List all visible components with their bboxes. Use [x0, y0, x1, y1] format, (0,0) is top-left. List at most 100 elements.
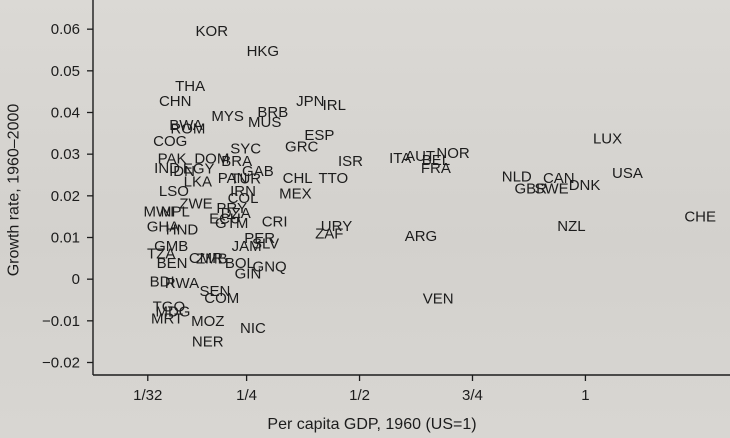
point-brb: BRB — [257, 104, 288, 121]
point-mus: MUS — [248, 114, 281, 131]
point-grc: GRC — [285, 139, 319, 156]
point-ury: URY — [321, 218, 352, 235]
point-dza: DZA — [221, 205, 251, 222]
point-mex: MEX — [279, 186, 312, 203]
y-axis-ticks: 0.06 0.05 0.04 0.03 0.02 0.01 0 −0.01 −0.02 — [42, 21, 93, 372]
point-ner: NER — [192, 334, 224, 351]
point-mwi: MWI — [144, 204, 175, 221]
point-tto: TTO — [318, 170, 348, 187]
point-usa: USA — [612, 165, 643, 182]
point-tha: THA — [175, 78, 205, 95]
point-bdi: BDI — [150, 274, 175, 291]
point-gbr: GBR — [515, 181, 548, 198]
point-mys: MYS — [211, 108, 244, 125]
y-tick-label: 0.04 — [51, 105, 80, 122]
point-irn: IRN — [230, 183, 256, 200]
point-sen: SEN — [200, 283, 231, 300]
y-tick-label: −0.02 — [42, 355, 80, 372]
point-mdg: MDG — [155, 304, 190, 321]
point-nzl: NZL — [557, 218, 585, 235]
point-hkg: HKG — [247, 43, 280, 60]
y-tick-label: 0.05 — [51, 63, 80, 80]
point-dnk: DNK — [569, 177, 601, 194]
point-mrt: MRT — [151, 311, 183, 328]
point-per: PER — [244, 230, 275, 247]
y-tick-label: −0.01 — [42, 313, 80, 330]
axes — [92, 0, 730, 376]
point-ita: ITA — [389, 150, 411, 167]
x-axis-title: Per capita GDP, 1960 (US=1) — [267, 416, 476, 433]
x-tick-label: 3/4 — [462, 387, 483, 404]
point-bra: BRA — [221, 153, 252, 170]
point-cmr: CMR — [189, 250, 223, 267]
point-cog: COG — [153, 133, 187, 150]
point-ecu: ECU — [209, 211, 241, 228]
point-egy: EGY — [183, 161, 215, 178]
point-chn: CHN — [159, 93, 192, 110]
point-kor: KOR — [196, 23, 229, 40]
point-irl: IRL — [323, 97, 346, 114]
point-gmb: GMB — [154, 238, 188, 255]
point-gha: GHA — [147, 219, 180, 236]
point-moz: MOZ — [191, 313, 224, 330]
point-chl: CHL — [283, 170, 313, 187]
point-tza: TZA — [147, 246, 175, 263]
point-gin: GIN — [235, 266, 262, 283]
point-rwa: RWA — [165, 275, 199, 292]
point-zwe: ZWE — [179, 196, 212, 213]
point-jpn: JPN — [296, 93, 324, 110]
point-nic: NIC — [240, 320, 266, 337]
y-tick-label: 0.01 — [51, 230, 80, 247]
point-gnq: GNQ — [253, 259, 287, 276]
point-hnd: HND — [166, 222, 199, 239]
point-pan: PAN — [218, 170, 248, 187]
y-axis-title: Growth rate, 1960–2000 — [6, 104, 23, 277]
point-zmb: ZMB — [196, 251, 228, 268]
point-syc: SYC — [230, 141, 261, 158]
point-lso: LSO — [159, 183, 189, 200]
point-esp: ESP — [304, 127, 334, 144]
point-fra: FRA — [421, 160, 451, 177]
point-slv: SLV — [252, 236, 279, 253]
point-com: COM — [204, 290, 239, 307]
point-cri: CRI — [262, 214, 288, 231]
point-arg: ARG — [405, 228, 438, 245]
point-bol: BOL — [225, 255, 255, 272]
point-idn: IDN — [169, 163, 195, 180]
point-pak: PAK — [158, 151, 187, 168]
y-tick-label: 0.06 — [51, 21, 80, 38]
point-nld: NLD — [502, 169, 532, 186]
x-tick-label: 1/32 — [133, 387, 162, 404]
point-bwa: BWA — [169, 117, 203, 134]
y-tick-label: 0.03 — [51, 146, 80, 163]
point-isr: ISR — [338, 153, 363, 170]
point-ind: IND — [154, 160, 180, 177]
point-lka: LKA — [184, 174, 212, 191]
point-tur: TUR — [230, 171, 261, 188]
point-zaf: ZAF — [315, 226, 343, 243]
point-col: COL — [228, 190, 259, 207]
point-nor: NOR — [436, 145, 470, 162]
point-ben: BEN — [157, 255, 188, 272]
point-aut: AUT — [405, 148, 435, 165]
x-tick-label: 1/2 — [349, 387, 370, 404]
point-swe: SWE — [534, 181, 568, 198]
y-tick-label: 0 — [72, 271, 80, 288]
point-bel: BEL — [422, 152, 450, 169]
point-tgo: TGO — [153, 299, 186, 316]
y-tick-label: 0.02 — [51, 188, 80, 205]
point-che: CHE — [684, 209, 716, 226]
x-tick-label: 1/4 — [236, 387, 257, 404]
point-gtm: GTM — [215, 215, 248, 232]
point-gab: GAB — [242, 163, 274, 180]
point-dom: DOM — [194, 151, 229, 168]
point-can: CAN — [543, 170, 575, 187]
point-lux: LUX — [593, 131, 622, 148]
point-npl: NPL — [161, 204, 190, 221]
x-axis-ticks: 1/32 1/4 1/2 3/4 1 — [133, 375, 590, 404]
point-ven: VEN — [423, 291, 454, 308]
point-rom: ROM — [170, 121, 205, 138]
